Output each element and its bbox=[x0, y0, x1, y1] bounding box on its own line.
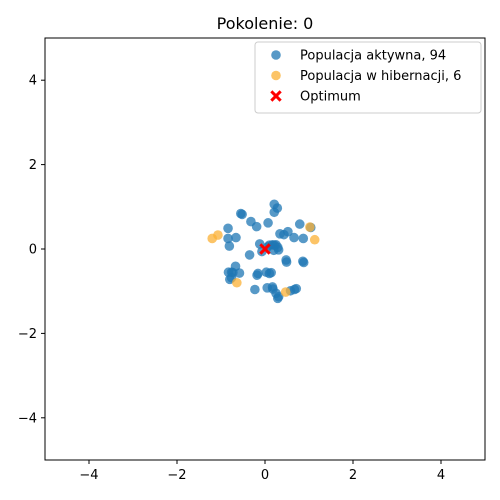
plot-area bbox=[207, 199, 320, 304]
data-point bbox=[294, 219, 305, 229]
data-point bbox=[234, 268, 245, 278]
legend-marker bbox=[271, 50, 281, 60]
data-point bbox=[298, 233, 309, 244]
data-point bbox=[232, 277, 242, 288]
data-point bbox=[289, 232, 299, 243]
chart-title: Pokolenie: 0 bbox=[217, 14, 314, 33]
data-point bbox=[266, 267, 276, 278]
data-point bbox=[275, 229, 285, 239]
data-point bbox=[224, 241, 235, 251]
y-tick-label: −2 bbox=[18, 327, 37, 342]
x-tick-label: −2 bbox=[167, 468, 186, 483]
series-1 bbox=[207, 222, 320, 297]
data-point bbox=[223, 223, 233, 234]
data-point bbox=[291, 283, 302, 294]
x-tick-label: 4 bbox=[437, 468, 445, 483]
data-point bbox=[231, 232, 241, 243]
legend: Populacja aktywna, 94 Populacja w hiberna… bbox=[254, 41, 482, 114]
data-point bbox=[280, 287, 291, 297]
data-point bbox=[250, 284, 260, 295]
data-point bbox=[207, 233, 217, 244]
data-point bbox=[263, 218, 273, 228]
legend-label: Populacja w hibernacji, 6 bbox=[300, 69, 461, 84]
y-tick-label: 4 bbox=[29, 74, 37, 89]
legend-marker bbox=[270, 90, 282, 102]
data-point bbox=[251, 221, 262, 232]
axis-ticks: −4 −2 0 2 4 −4 −2 0 2 4 bbox=[18, 74, 445, 483]
y-tick-label: 2 bbox=[29, 158, 37, 173]
series-0 bbox=[223, 199, 316, 304]
legend-label: Populacja aktywna, 94 bbox=[300, 49, 446, 64]
x-tick-label: 2 bbox=[349, 468, 357, 483]
legend-box bbox=[254, 41, 482, 114]
x-tick-label: 0 bbox=[261, 468, 269, 483]
y-tick-label: 0 bbox=[29, 243, 37, 258]
data-point bbox=[244, 250, 255, 260]
optimum-marker bbox=[259, 243, 271, 255]
data-point bbox=[305, 222, 315, 232]
legend-label: Optimum bbox=[300, 90, 361, 105]
data-point bbox=[253, 268, 263, 279]
legend-marker bbox=[271, 70, 281, 81]
data-point bbox=[273, 245, 284, 255]
data-point bbox=[269, 207, 280, 218]
data-point bbox=[298, 256, 308, 267]
data-point bbox=[309, 234, 320, 245]
data-point bbox=[272, 293, 283, 304]
x-tick-label: −4 bbox=[79, 468, 98, 483]
data-point bbox=[223, 233, 233, 244]
y-tick-label: −4 bbox=[18, 411, 37, 426]
data-point bbox=[281, 257, 292, 267]
data-point bbox=[237, 209, 247, 220]
series-2 bbox=[259, 243, 271, 255]
